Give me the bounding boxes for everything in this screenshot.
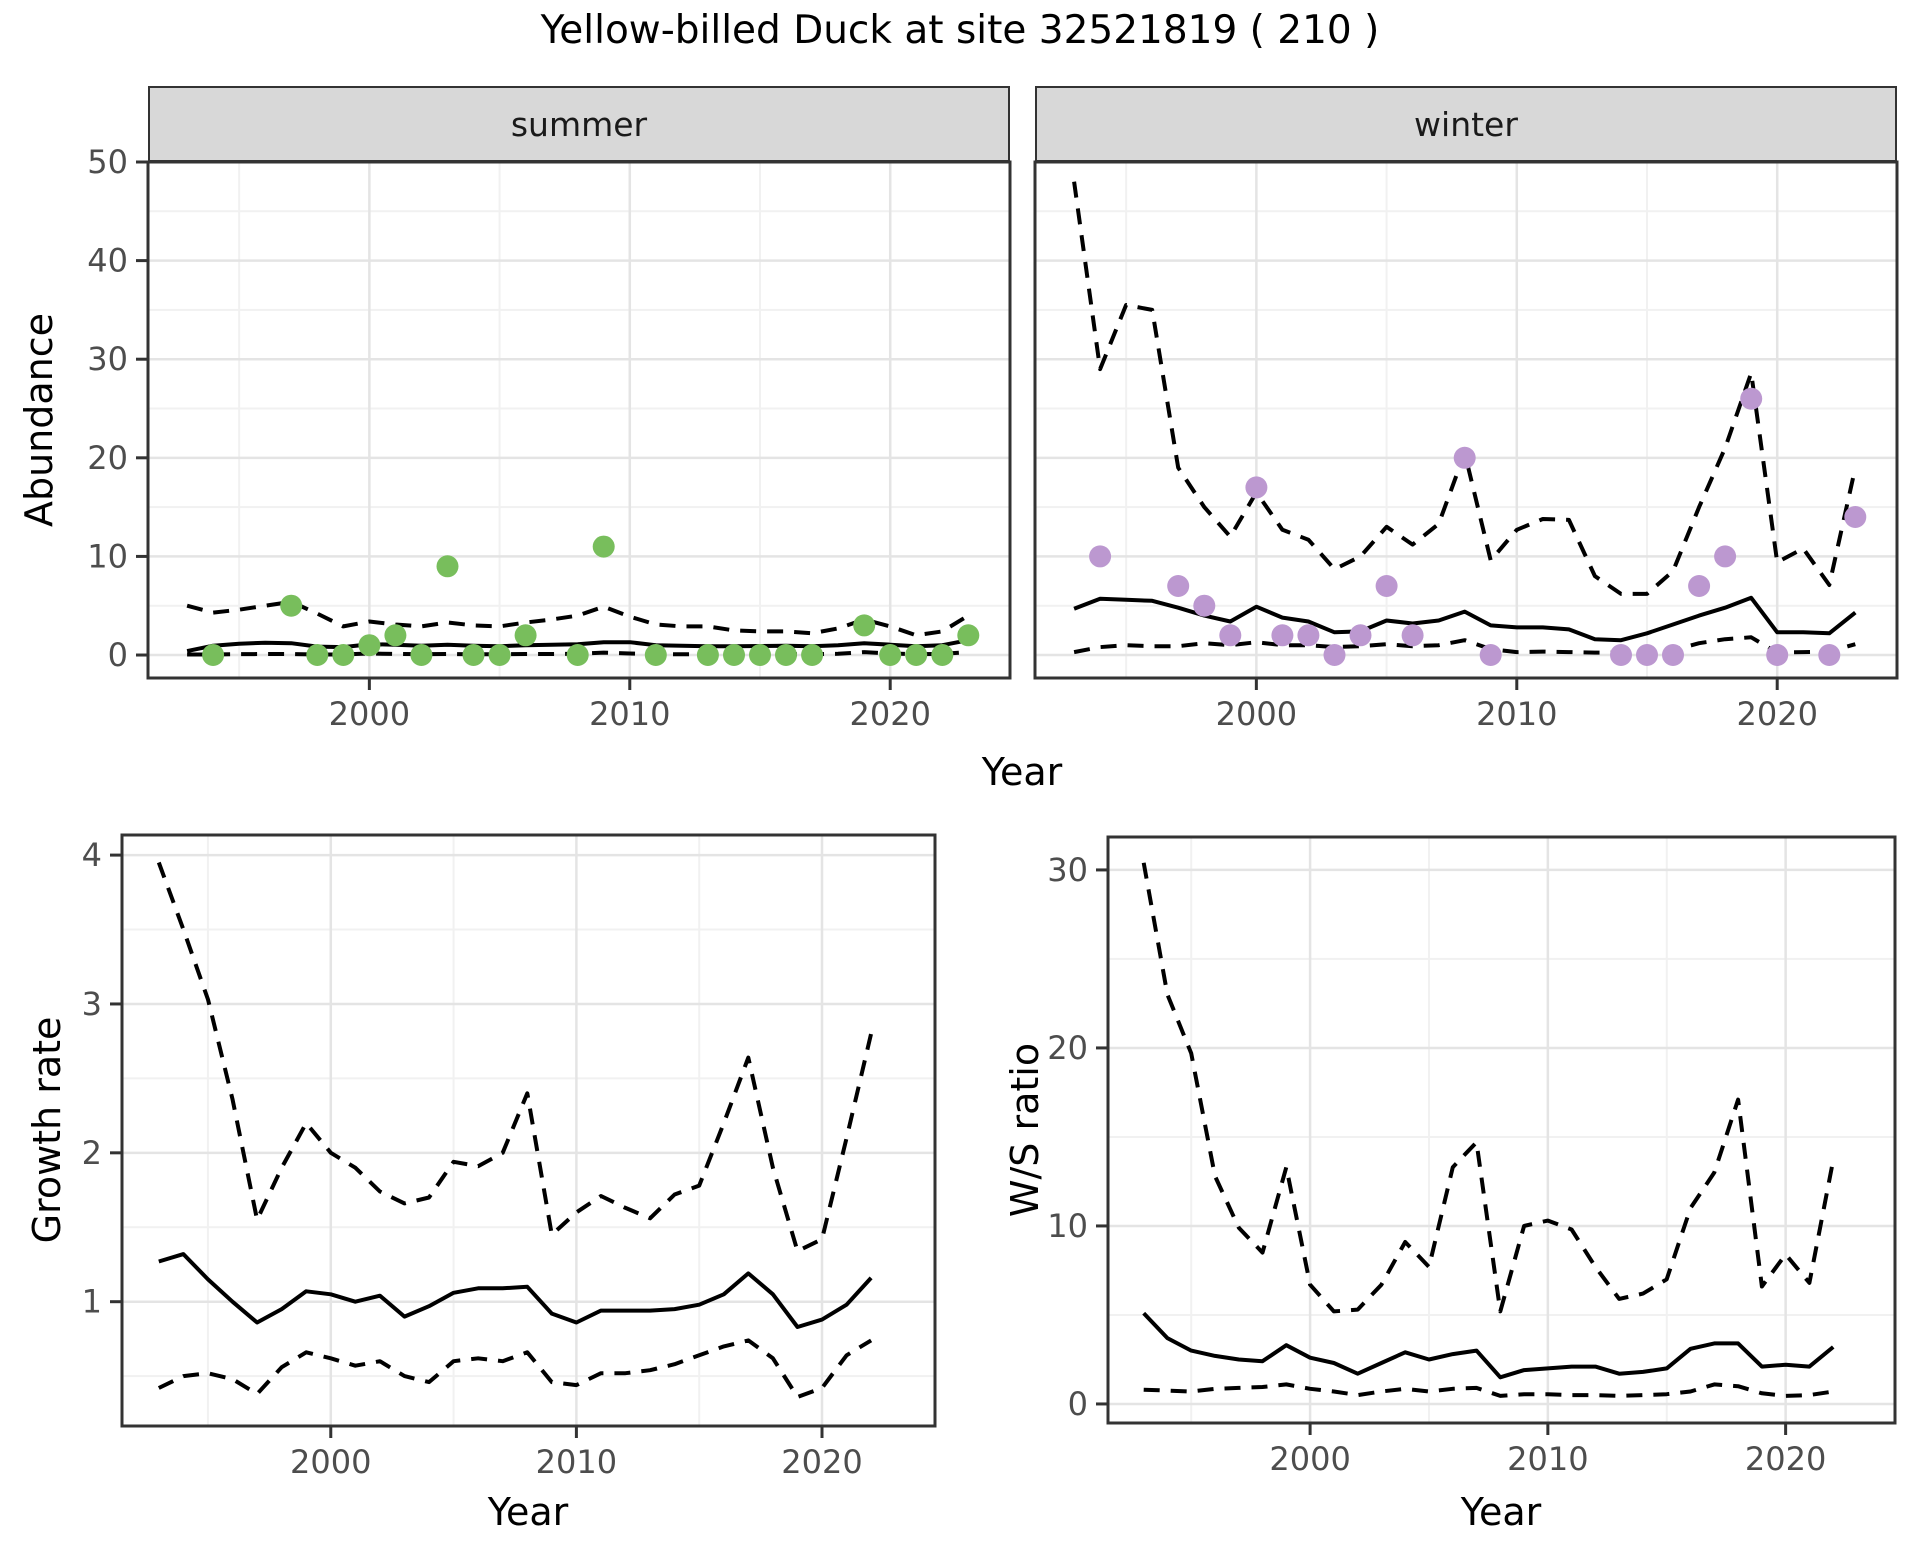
y-tick-label: 10 <box>1047 1207 1088 1245</box>
summer-data-point <box>957 624 980 647</box>
winter-data-point <box>1297 624 1320 647</box>
winter-panel-border <box>1033 160 1899 680</box>
summer-data-point <box>905 644 928 666</box>
winter-data-point <box>1610 644 1632 666</box>
facet-strip-summer-label: summer <box>510 104 648 144</box>
x-tick-label: 2000 <box>329 695 410 733</box>
ws-panel-border <box>1106 835 1897 1425</box>
y-tick-label: 4 <box>82 836 102 874</box>
summer-data-point <box>592 535 615 558</box>
summer-panel-border <box>146 160 1012 680</box>
x-tick-label: 2020 <box>849 695 930 733</box>
facet-strip-winter: winter <box>1035 86 1897 162</box>
growth-panel-border <box>120 833 937 1428</box>
summer-data-point <box>358 634 381 657</box>
summer-data-point <box>931 644 954 666</box>
growth-upper_ci-line <box>156 861 874 1254</box>
x-tick-label: 2010 <box>1507 1440 1588 1478</box>
winter-data-point <box>1479 644 1502 666</box>
summer-data-point <box>462 644 485 666</box>
winter-data-point <box>1453 446 1476 469</box>
y-tick-label: 0 <box>1068 1385 1088 1423</box>
y-tick-label: 3 <box>82 985 102 1023</box>
summer-upper_ci-line <box>186 599 970 638</box>
y-tick-label: 20 <box>87 439 128 477</box>
winter-data-point <box>1401 624 1424 647</box>
winter-data-point <box>1323 644 1346 666</box>
winter-data-point <box>1818 644 1841 666</box>
x-tick-label: 2000 <box>290 1443 371 1481</box>
y-tick-label: 2 <box>82 1134 102 1172</box>
winter-median-line <box>1073 595 1857 643</box>
winter-data-point <box>1766 644 1789 666</box>
y-tick-label: 30 <box>1047 851 1088 889</box>
ws-upper_ci-line <box>1141 862 1836 1314</box>
y-tick-label: 10 <box>87 537 128 575</box>
summer-data-point <box>696 644 719 666</box>
winter-data-point <box>1193 594 1216 617</box>
winter-data-point <box>1688 575 1711 597</box>
facet-strip-winter-label: winter <box>1414 104 1518 144</box>
summer-data-point <box>410 644 433 666</box>
winter-data-point <box>1349 624 1372 647</box>
winter-data-point <box>1219 624 1242 647</box>
summer-data-point <box>488 644 511 666</box>
x-tick-label: 2020 <box>781 1443 862 1481</box>
winter-data-point <box>1740 387 1763 410</box>
facet-strip-summer: summer <box>148 86 1010 162</box>
winter-data-point <box>1089 545 1112 568</box>
summer-data-point <box>853 614 876 637</box>
growth-median-line <box>158 1252 873 1329</box>
summer-data-point <box>436 555 459 578</box>
x-axis-title-bottom-left: Year <box>487 1490 569 1534</box>
chart-title: Yellow-billed Duck at site 32521819 ( 21… <box>540 8 1380 53</box>
y-tick-label: 1 <box>82 1283 102 1321</box>
x-tick-label: 2010 <box>536 1443 617 1481</box>
summer-data-point <box>306 644 329 666</box>
summer-data-point <box>723 644 745 666</box>
summer-data-point <box>775 644 797 666</box>
winter-data-point <box>1714 545 1737 568</box>
x-axis-title-bottom-right: Year <box>1460 1490 1542 1534</box>
winter-data-point <box>1375 575 1398 597</box>
x-tick-label: 2020 <box>1745 1440 1826 1478</box>
summer-data-point <box>801 644 824 666</box>
summer-data-point <box>384 624 407 647</box>
x-tick-label: 2000 <box>1216 695 1297 733</box>
x-tick-label: 2010 <box>1476 695 1557 733</box>
winter-data-point <box>1167 575 1190 597</box>
y-tick-label: 0 <box>108 636 128 674</box>
winter-data-point <box>1636 644 1658 666</box>
x-axis-title-top: Year <box>981 750 1063 794</box>
summer-data-point <box>644 644 667 666</box>
summer-data-point <box>749 644 771 666</box>
summer-data-point <box>514 624 537 647</box>
x-tick-label: 2010 <box>589 695 670 733</box>
y-tick-label: 50 <box>87 143 128 181</box>
x-tick-label: 2020 <box>1736 695 1817 733</box>
y-tick-label: 30 <box>87 340 128 378</box>
summer-data-point <box>332 644 355 666</box>
ws-lower_ci-line <box>1143 1382 1834 1398</box>
ws-median-line <box>1142 1311 1835 1380</box>
summer-data-point <box>202 644 225 666</box>
winter-lower_ci-line <box>1073 635 1856 655</box>
summer-data-point <box>879 644 902 666</box>
winter-data-point <box>1662 644 1684 666</box>
winter-data-point <box>1245 476 1268 499</box>
growth-lower_ci-line <box>157 1338 873 1399</box>
winter-data-point <box>1844 506 1867 528</box>
x-tick-label: 2000 <box>1269 1440 1350 1478</box>
summer-data-point <box>566 644 589 666</box>
summer-data-point <box>280 594 303 617</box>
winter-data-point <box>1271 624 1294 647</box>
y-tick-label: 20 <box>1047 1029 1088 1067</box>
winter-upper_ci-line <box>1072 181 1858 596</box>
y-tick-label: 40 <box>87 242 128 280</box>
